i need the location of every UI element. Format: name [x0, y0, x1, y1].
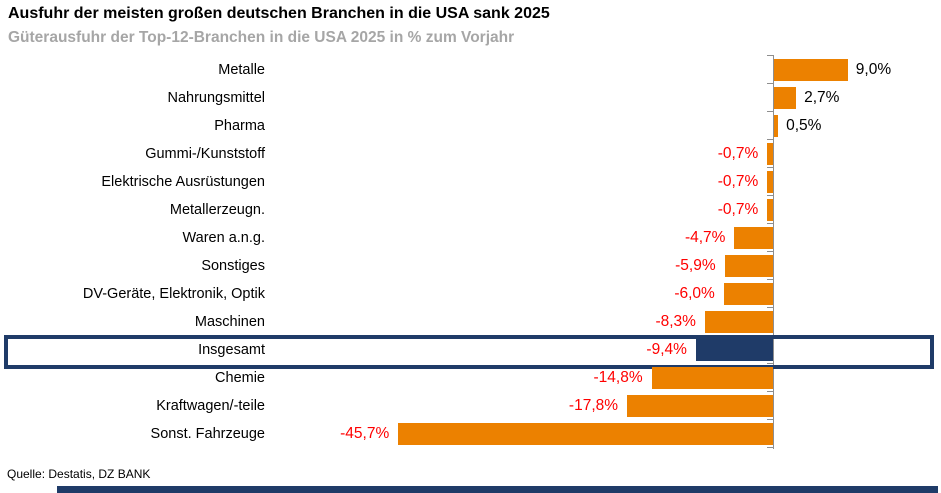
axis-tick	[767, 391, 773, 392]
bar	[724, 255, 773, 277]
value-label: -0,7%	[717, 145, 759, 162]
category-label: Elektrische Ausrüstungen	[101, 173, 265, 190]
bar-highlight	[695, 339, 773, 361]
value-label: -0,7%	[717, 201, 759, 218]
zero-axis-line	[773, 55, 774, 449]
category-label: Metallerzeugn.	[169, 201, 265, 218]
axis-tick	[767, 251, 773, 252]
value-label: -6,0%	[674, 285, 715, 302]
value-label: -14,8%	[593, 369, 643, 386]
category-label: Sonst. Fahrzeuge	[150, 425, 265, 442]
category-label: Pharma	[214, 117, 265, 134]
bar	[651, 367, 773, 389]
value-label: -0,7%	[717, 173, 759, 190]
category-label: Insgesamt	[198, 341, 265, 358]
axis-tick	[767, 419, 773, 420]
category-label: Sonstiges	[201, 257, 265, 274]
bar	[398, 423, 773, 445]
bar	[704, 311, 773, 333]
footer-bar	[57, 486, 938, 493]
category-label: Waren a.n.g.	[182, 229, 265, 246]
chart-title: Ausfuhr der meisten großen deutschen Bra…	[8, 5, 550, 22]
bar-chart-plot-area: Metalle 9,0% Nahrungsmittel 2,7% Pharma 0,5% G…	[0, 55, 941, 449]
source-note: Quelle: Destatis, DZ BANK	[7, 467, 151, 481]
bar	[774, 87, 797, 109]
axis-tick	[767, 83, 773, 84]
value-label: 9,0%	[855, 61, 892, 78]
bar	[767, 171, 773, 193]
bar	[774, 115, 779, 137]
bar	[734, 227, 773, 249]
bar	[627, 395, 773, 417]
highlight-box-insgesamt	[4, 335, 934, 369]
category-label: DV-Geräte, Elektronik, Optik	[82, 285, 265, 302]
axis-tick	[767, 55, 773, 56]
axis-tick	[767, 111, 773, 112]
bar	[767, 143, 773, 165]
value-label: -17,8%	[568, 397, 619, 414]
value-label: -45,7%	[340, 425, 390, 442]
bar	[774, 59, 848, 81]
bar	[723, 283, 773, 305]
axis-tick	[767, 223, 773, 224]
category-label: Chemie	[215, 369, 265, 386]
category-label: Metalle	[218, 61, 265, 78]
bar	[767, 199, 773, 221]
axis-tick	[767, 307, 773, 308]
value-label: 0,5%	[786, 117, 822, 134]
axis-tick	[767, 139, 773, 140]
axis-tick	[767, 447, 773, 448]
value-label: -5,9%	[675, 257, 716, 274]
category-label: Kraftwagen/-teile	[156, 397, 265, 414]
value-label: -4,7%	[684, 229, 726, 246]
axis-tick	[767, 279, 773, 280]
axis-tick	[767, 167, 773, 168]
value-label: -8,3%	[655, 313, 696, 330]
category-label: Gummi-/Kunststoff	[145, 145, 265, 162]
category-label: Nahrungsmittel	[167, 89, 265, 106]
value-label: -9,4%	[646, 341, 687, 358]
chart-subtitle: Güterausfuhr der Top-12-Branchen in die …	[8, 29, 515, 46]
axis-tick	[767, 195, 773, 196]
axis-tick	[767, 363, 773, 364]
category-label: Maschinen	[194, 313, 265, 330]
value-label: 2,7%	[804, 89, 840, 106]
